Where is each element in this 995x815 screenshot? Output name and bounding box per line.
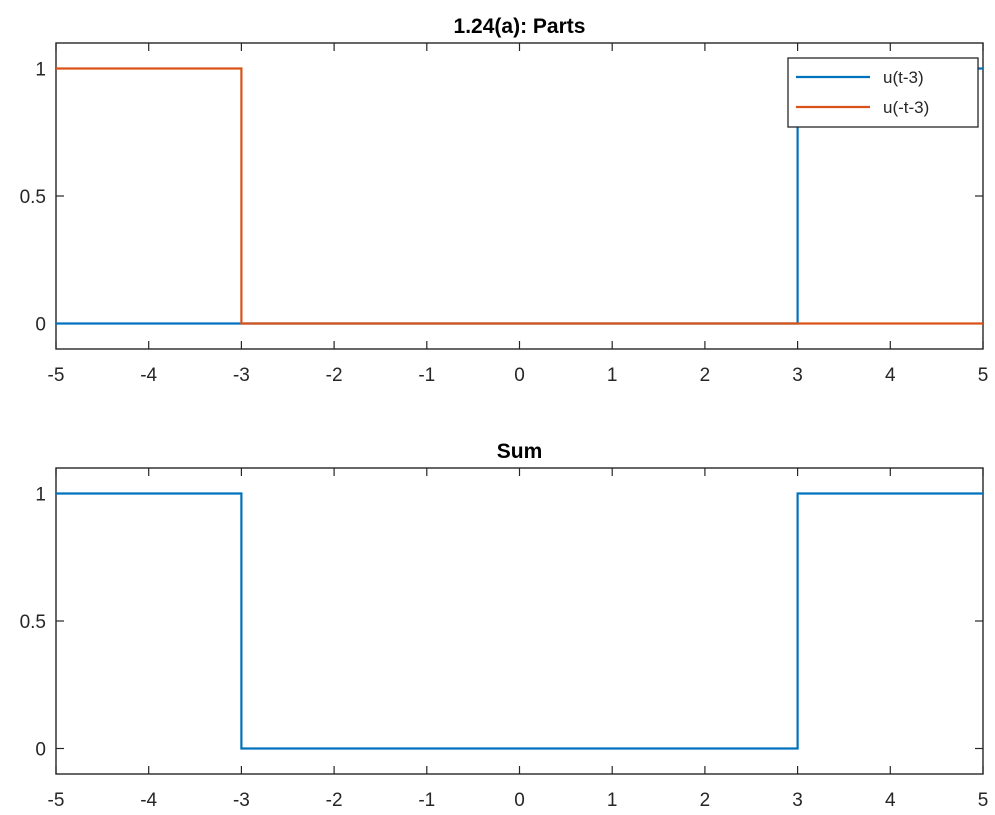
legend-label-2: u(-t-3) [883,98,929,117]
x-tick-label: -5 [48,790,65,811]
x-tick-label: -1 [418,365,435,386]
legend-box [787,57,979,128]
y-tick-label: 0.5 [20,612,46,633]
chart-title: 1.24(a): Parts [454,15,586,38]
x-tick-label: 3 [792,790,803,811]
axes-panel-2: -5 -4 -3 -2 -1 0 1 2 3 4 5 0 0.5 1 Sum [20,440,989,811]
x-tick-label: 5 [978,790,989,811]
axes-frame [55,467,984,775]
x-tick-label: 4 [885,365,896,386]
legend: u(t-3) u(-t-3) [787,57,979,128]
x-tick-label: -2 [326,790,343,811]
x-tick-label: -3 [233,365,250,386]
x-tick-label: -5 [48,365,65,386]
x-tick-label: -4 [140,790,157,811]
x-tick-label: -3 [233,790,250,811]
x-tick-label: 1 [607,365,618,386]
x-tick-label: 3 [792,365,803,386]
y-tick-label: 0 [35,740,46,761]
y-tick-label: 1 [35,485,46,506]
legend-label-1: u(t-3) [883,68,924,87]
x-tick-label: 4 [885,790,896,811]
series-line-1 [56,492,983,750]
chart-title: Sum [497,440,543,463]
y-tick-label: 1 [35,60,46,81]
x-tick-label: 2 [700,790,711,811]
series-line-2 [56,67,983,325]
y-tick-label: 0.5 [20,187,46,208]
x-tick-label: 1 [607,790,618,811]
x-tick-label: -4 [140,365,157,386]
x-tick-label: 0 [514,365,525,386]
x-tick-label: -1 [418,790,435,811]
y-tick-label: 0 [35,315,46,336]
x-tick-label: 0 [514,790,525,811]
x-tick-label: -2 [326,365,343,386]
x-tick-label: 5 [978,365,989,386]
axes-panel-1: -5 -4 -3 -2 -1 0 1 2 3 4 5 0 0.5 1 1.24(a): Parts u(t-3… [20,15,989,386]
x-tick-label: 2 [700,365,711,386]
